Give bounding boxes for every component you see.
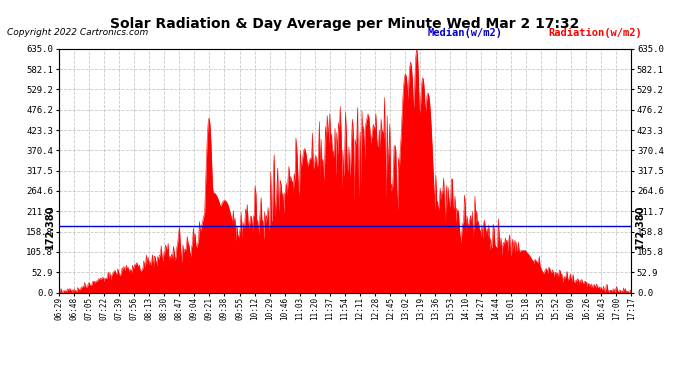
Text: Radiation(w/m2): Radiation(w/m2) <box>549 28 642 38</box>
Text: 172.380: 172.380 <box>635 204 644 249</box>
Text: Copyright 2022 Cartronics.com: Copyright 2022 Cartronics.com <box>7 28 148 37</box>
Text: Median(w/m2): Median(w/m2) <box>428 28 503 38</box>
Text: 172.380: 172.380 <box>46 204 55 249</box>
Text: Solar Radiation & Day Average per Minute Wed Mar 2 17:32: Solar Radiation & Day Average per Minute… <box>110 17 580 31</box>
